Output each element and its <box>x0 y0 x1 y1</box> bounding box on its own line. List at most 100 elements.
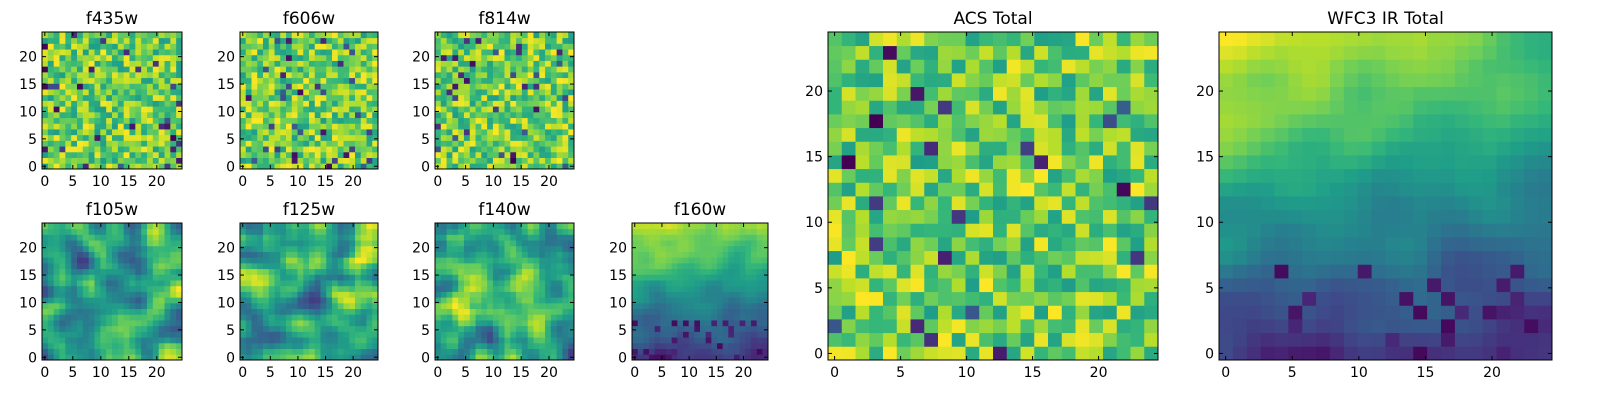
heatmap-cell <box>556 66 563 73</box>
heatmap-cell <box>71 262 78 270</box>
heatmap-cell <box>112 89 119 96</box>
heatmap-cell <box>291 163 298 170</box>
heatmap-cell <box>245 331 252 338</box>
heatmap-cell <box>965 59 980 74</box>
heatmap-cell <box>355 274 362 281</box>
heatmap-cell <box>135 100 142 107</box>
heatmap-cell <box>458 111 465 119</box>
heatmap-cell <box>717 245 724 252</box>
heatmap-cell <box>320 106 327 113</box>
heatmap-cell <box>869 346 884 361</box>
heatmap-cell <box>979 319 994 334</box>
heatmap-cell <box>1048 168 1063 183</box>
heatmap-cell <box>59 291 66 298</box>
heatmap-cell <box>257 60 264 67</box>
heatmap-cell <box>568 54 575 61</box>
heatmap-cell <box>1075 291 1090 306</box>
heatmap-cell <box>71 129 78 136</box>
heatmap-cell <box>951 237 966 252</box>
heatmap-cell <box>671 354 678 361</box>
heatmap-cell <box>562 331 569 338</box>
heatmap-cell <box>366 117 373 124</box>
heatmap-cell <box>556 240 563 247</box>
heatmap-cell <box>1116 86 1131 101</box>
heatmap-cell <box>106 163 113 170</box>
heatmap-cell <box>666 257 673 264</box>
heatmap-cell <box>756 280 763 287</box>
heatmap-cell <box>1061 305 1076 320</box>
heatmap-cell <box>938 168 953 183</box>
heatmap-cell <box>562 223 569 230</box>
heatmap-cell <box>711 337 718 344</box>
heatmap-cell <box>1288 332 1303 347</box>
heatmap-cell <box>141 66 148 73</box>
heatmap-cell <box>176 134 183 141</box>
heatmap-cell <box>545 308 552 315</box>
heatmap-cell <box>1427 346 1442 361</box>
heatmap-cell <box>152 157 160 164</box>
heatmap-cell <box>366 285 373 292</box>
heatmap-cell <box>141 245 148 252</box>
heatmap-cell <box>147 262 154 270</box>
heatmap-cell <box>59 354 66 361</box>
heatmap-cell <box>53 331 60 338</box>
heatmap-cell <box>440 257 447 264</box>
heatmap-cell <box>320 77 327 84</box>
heatmap-cell <box>164 291 171 298</box>
heatmap-cell <box>545 354 552 361</box>
heatmap-cell <box>910 59 925 74</box>
heatmap-cell <box>734 291 741 298</box>
heatmap-cell <box>527 240 534 247</box>
heatmap-cell <box>147 302 154 310</box>
heatmap-cell <box>855 73 870 88</box>
heatmap-cell <box>700 285 707 292</box>
heatmap-cell <box>463 146 471 153</box>
heatmap-cell <box>158 280 165 287</box>
heatmap-cell <box>240 111 247 119</box>
heatmap-cell <box>1034 114 1049 129</box>
heatmap-cell <box>88 234 95 241</box>
heatmap-cell <box>360 146 367 153</box>
heatmap-cell <box>463 37 471 44</box>
heatmap-cell <box>1075 155 1090 170</box>
heatmap-cell <box>556 54 563 61</box>
heatmap-cell <box>42 331 49 338</box>
heatmap-cell <box>828 182 843 197</box>
heatmap-cell <box>481 302 488 310</box>
heatmap-cell <box>42 151 49 158</box>
heatmap-cell <box>71 66 78 73</box>
heatmap-cell <box>510 342 517 349</box>
heatmap-cell <box>65 228 72 235</box>
heatmap-cell <box>245 268 252 275</box>
heatmap-cell <box>458 320 465 327</box>
heatmap-cell <box>59 157 66 164</box>
heatmap-cell <box>42 320 49 327</box>
heatmap-cell <box>257 129 264 136</box>
heatmap-cell <box>257 257 264 264</box>
heatmap-cell <box>360 280 367 287</box>
heatmap-cell <box>568 337 575 344</box>
heatmap-cell <box>568 348 575 355</box>
heatmap-cell <box>855 305 870 320</box>
heatmap-cell <box>314 262 321 270</box>
heatmap-cell <box>463 302 471 310</box>
heatmap-cell <box>841 319 856 334</box>
heatmap-cell <box>372 100 379 107</box>
heatmap-cell <box>539 342 546 349</box>
heatmap-cell <box>568 268 575 275</box>
heatmap-cell <box>562 151 569 158</box>
heatmap-cell <box>117 234 125 241</box>
heatmap-cell <box>527 94 534 101</box>
heatmap-cell <box>896 45 911 60</box>
heatmap-cell <box>129 223 136 230</box>
heatmap-cell <box>147 297 154 304</box>
heatmap-cell <box>671 302 678 310</box>
heatmap-cell <box>314 123 321 130</box>
heatmap-cell <box>440 60 447 67</box>
heatmap-cell <box>147 274 154 281</box>
heatmap-cell <box>47 54 55 61</box>
heatmap-cell <box>297 43 304 50</box>
heatmap-cell <box>993 168 1008 183</box>
heatmap-cell <box>649 228 656 235</box>
heatmap-cell <box>556 262 563 270</box>
